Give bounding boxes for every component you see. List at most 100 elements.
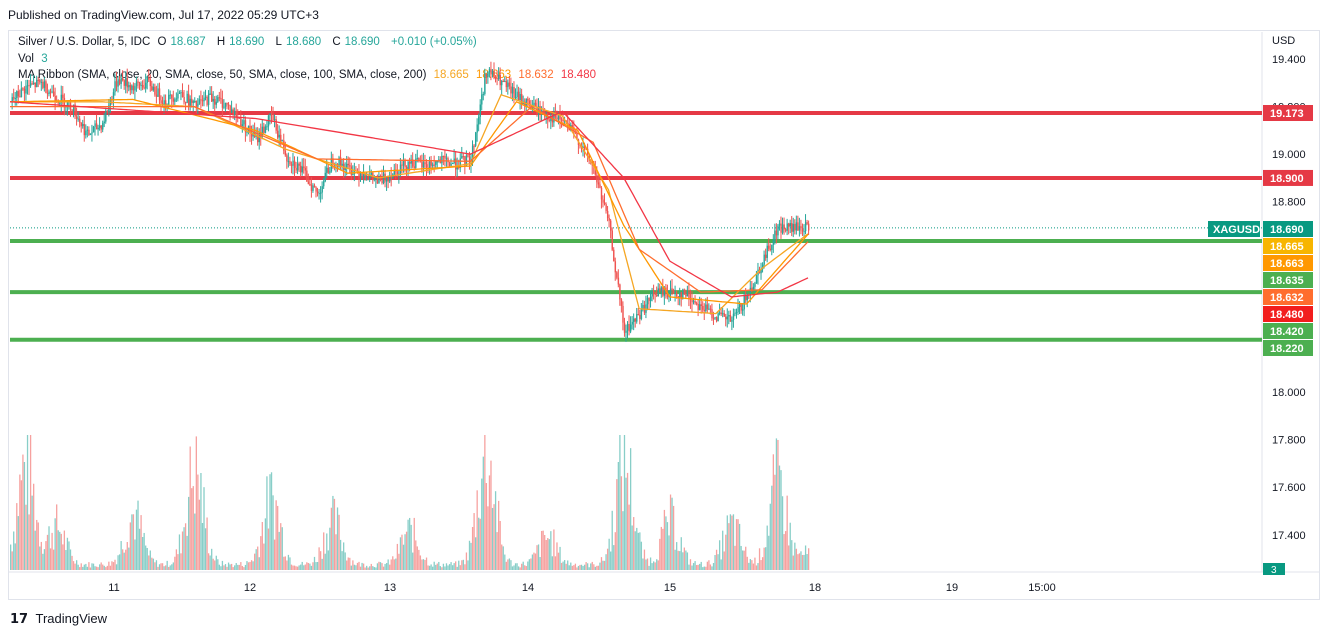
candle-body — [149, 79, 152, 87]
candle-body — [89, 133, 92, 135]
candle-body — [313, 185, 316, 188]
volume-bar — [364, 567, 366, 570]
candle-body — [310, 184, 313, 191]
candle-body — [430, 161, 432, 166]
candle-body — [315, 187, 317, 192]
ma50-line — [10, 98, 809, 305]
volume-bar — [752, 563, 755, 570]
candle-body — [654, 292, 656, 295]
volume-bar — [702, 567, 704, 570]
volume-bar — [214, 560, 216, 570]
candle-body — [695, 303, 698, 305]
volume-bar — [255, 549, 257, 570]
volume-bar — [694, 561, 696, 570]
volume-bar — [731, 515, 733, 570]
candle-body — [160, 100, 162, 104]
candle-body — [192, 101, 195, 103]
candle-body — [389, 175, 391, 182]
candle-body — [237, 117, 239, 119]
candle-body — [298, 163, 300, 166]
volume-bar — [290, 564, 293, 570]
candle-body — [80, 122, 82, 127]
volume-bar — [501, 544, 503, 570]
volume-bar — [591, 561, 593, 570]
volume-bar — [80, 563, 82, 570]
volume-bar — [801, 554, 804, 570]
candle-body — [141, 84, 144, 88]
candle-body — [309, 183, 311, 185]
volume-bar — [281, 527, 283, 570]
volume-bar — [401, 534, 403, 570]
candle-body — [731, 319, 733, 322]
volume-bar — [29, 435, 32, 570]
volume-bar — [174, 556, 176, 570]
volume-bar — [278, 531, 280, 570]
candle-body — [303, 166, 305, 168]
last-price-tag-bg — [1263, 221, 1313, 237]
candle-body — [234, 110, 236, 115]
axis-price-tag: 18.480 — [1270, 309, 1304, 321]
volume-bar — [458, 560, 460, 570]
candle-body — [451, 162, 454, 164]
volume-bar — [427, 565, 429, 570]
volume-bar — [669, 494, 672, 570]
candle-body — [266, 126, 268, 128]
candle-body — [433, 164, 435, 166]
candle-body — [579, 144, 581, 146]
candle-body — [715, 317, 718, 322]
candle-body — [287, 161, 290, 163]
candle-body — [722, 313, 724, 315]
symbol-tag-bg — [1208, 221, 1260, 237]
volume-bar — [732, 514, 735, 570]
volume-bar — [123, 552, 125, 570]
candle-body — [456, 166, 458, 170]
candle-body — [283, 140, 285, 151]
candle-body — [264, 126, 267, 133]
volume-bar — [312, 562, 314, 570]
volume-bar — [496, 532, 498, 570]
candle-body — [220, 98, 222, 100]
candle-body — [663, 287, 666, 296]
volume-bar — [108, 561, 110, 570]
volume-bar — [398, 553, 400, 570]
candle-body — [361, 173, 363, 178]
volume-bar — [421, 559, 423, 570]
volume-bar — [712, 563, 715, 570]
candle-body — [126, 77, 129, 88]
volume-bar — [169, 565, 171, 570]
volume-bar — [226, 566, 228, 570]
volume-bar — [685, 550, 687, 570]
volume-bar — [628, 504, 630, 570]
volume-bar — [674, 549, 676, 570]
volume-bar — [422, 559, 425, 570]
volume-bar — [577, 565, 580, 570]
volume-bar — [412, 552, 414, 570]
candle-body — [623, 322, 626, 333]
candle-body — [158, 88, 161, 101]
volume-bar — [619, 435, 621, 570]
candle-body — [154, 86, 156, 95]
volume-bar — [304, 564, 306, 570]
volume-bar — [85, 563, 87, 570]
volume-bar — [318, 547, 320, 570]
volume-bar — [428, 565, 431, 570]
volume-bar — [48, 526, 50, 570]
volume-bar — [266, 476, 268, 570]
candle-body — [75, 116, 78, 119]
volume-bar — [33, 483, 35, 570]
ma200-value: 18.480 — [560, 69, 596, 81]
volume-bar — [478, 517, 480, 570]
volume-bar — [16, 503, 18, 570]
volume-bar — [804, 545, 807, 570]
candle-body — [349, 165, 351, 167]
candle-body — [350, 166, 353, 176]
volume-bar — [56, 504, 58, 570]
candle-body — [66, 101, 69, 107]
volume-bar — [433, 561, 435, 570]
candle-body — [332, 158, 334, 165]
volume-bar — [671, 497, 673, 570]
y-tick-label: 19.000 — [1272, 149, 1306, 161]
volume-bar — [45, 541, 47, 570]
candle-body — [36, 79, 38, 88]
